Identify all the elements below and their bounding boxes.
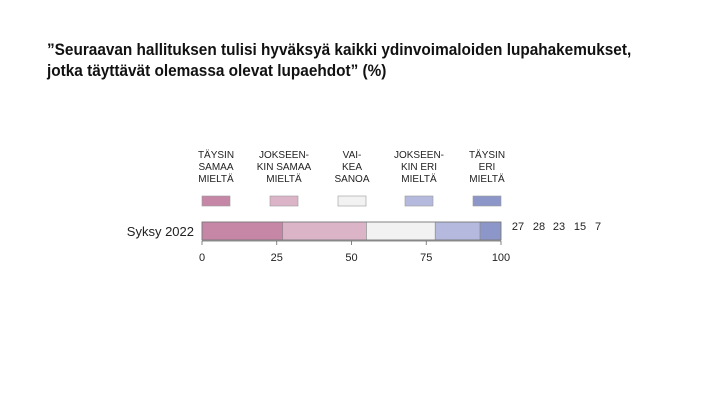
bar-segment: [434, 221, 481, 241]
legend-label-line: SAMAA: [198, 162, 233, 173]
bar-segments: [201, 221, 502, 241]
legend-label-line: MIELTÄ: [469, 173, 505, 185]
bar-segment: [479, 221, 502, 241]
legend-label-line: JOKSEEN-: [394, 150, 444, 161]
category-label: Syksy 2022: [127, 224, 194, 239]
bar-segment: [366, 221, 436, 241]
legend-swatch: [201, 195, 231, 207]
value-label: 28: [533, 221, 545, 233]
legend-swatch: [472, 195, 502, 207]
x-tick-label: 75: [420, 252, 432, 264]
legend-label-line: VAI-: [343, 150, 362, 161]
legend-label-line: KIN ERI: [401, 162, 437, 173]
value-labels: 27 28 23 15 7: [512, 221, 601, 233]
value-label: 23: [553, 221, 565, 233]
legend-swatch: [404, 195, 434, 207]
legend-label-line: TÄYSIN: [469, 149, 505, 161]
x-tick-label: 100: [492, 252, 510, 264]
legend-label-line: TÄYSIN: [198, 149, 234, 161]
legend-swatch: [337, 195, 367, 207]
value-label: 27: [512, 221, 524, 233]
legend-label-line: MIELTÄ: [198, 173, 234, 185]
bar-outline: [201, 221, 502, 241]
chart-title-line-1: ”Seuraavan hallituksen tulisi hyväksyä k…: [47, 41, 632, 59]
x-tick-label: 25: [271, 252, 283, 264]
value-label: 7: [595, 221, 601, 233]
category-labels: Syksy 2022: [127, 224, 194, 239]
legend-label-line: KIN SAMAA: [257, 162, 312, 173]
legend-label-line: MIELTÄ: [401, 173, 437, 185]
legend-label-line: SANOA: [334, 174, 369, 185]
legend-label-line: ERI: [479, 162, 496, 173]
x-tick-label: 50: [345, 252, 357, 264]
legend-label-line: KEA: [342, 162, 362, 173]
x-tick-label: 0: [199, 252, 205, 264]
bar-outline-rect: [201, 221, 502, 241]
legend-swatch: [269, 195, 299, 207]
chart-title-line-2: jotka täyttävät olemassa olevat lupaehdo…: [47, 62, 387, 80]
bar-segment: [201, 221, 284, 241]
legend-label-line: JOKSEEN-: [259, 150, 309, 161]
value-label: 15: [574, 221, 586, 233]
chart-title: ”Seuraavan hallituksen tulisi hyväksyä k…: [47, 40, 661, 82]
bar-segment: [282, 221, 367, 241]
x-axis: 0 25 50 75 100: [199, 240, 510, 264]
legend-label-line: MIELTÄ: [266, 173, 302, 185]
